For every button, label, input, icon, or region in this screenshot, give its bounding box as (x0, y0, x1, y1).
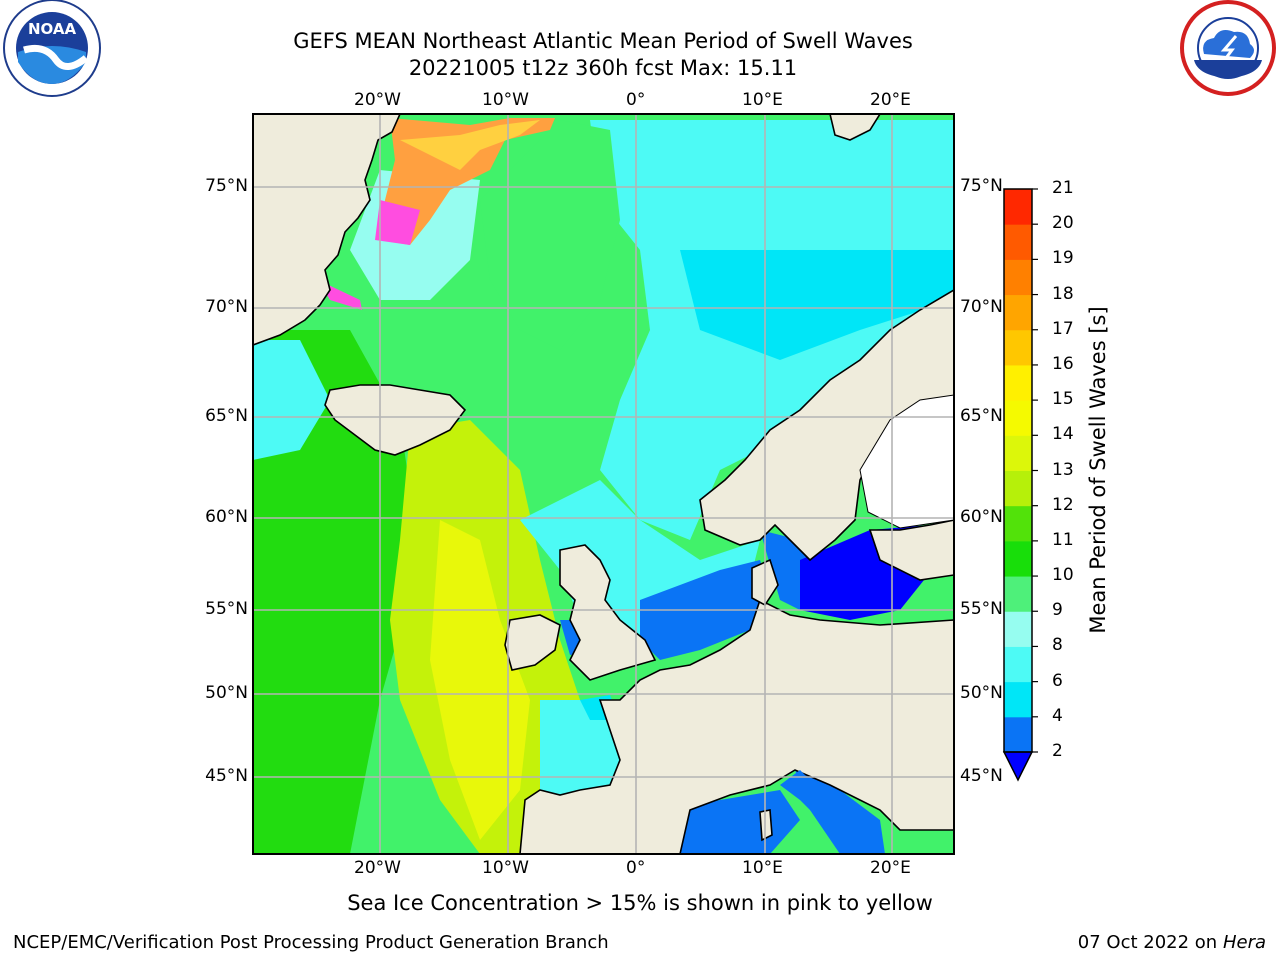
lat-tick-left-65n: 65°N (205, 406, 248, 426)
lat-tick-right-70n: 70°N (960, 297, 1003, 317)
lat-tick-left-45n: 45°N (205, 766, 248, 786)
lat-tick-right-60n: 60°N (960, 507, 1003, 527)
colorbar-tick-label: 2 (1052, 741, 1063, 761)
lat-tick-left-60n: 60°N (205, 507, 248, 527)
colorbar-segment (1004, 470, 1032, 507)
sea-ice-note: Sea Ice Concentration > 15% is shown in … (347, 891, 933, 915)
colorbar-tick-label: 21 (1052, 178, 1074, 198)
colorbar-tick-label: 11 (1052, 529, 1074, 550)
nws-logo (1180, 0, 1276, 96)
noaa-logo-text: NOAA (28, 20, 77, 38)
lat-tick-left-70n: 70°N (205, 297, 248, 317)
colorbar-segment (1004, 611, 1032, 647)
map-gridlines (253, 114, 954, 854)
colorbar-under-triangle (1002, 751, 1034, 782)
lon-tick-top-10w: 10°W (482, 90, 529, 110)
colorbar-tick-label: 13 (1052, 459, 1074, 480)
land-masses (253, 114, 954, 854)
lon-tick-bottom-0: 0° (626, 858, 646, 878)
colorbar-segment (1004, 329, 1032, 366)
colorbar-segment (1004, 681, 1032, 718)
noaa-logo: NOAA (3, 0, 101, 97)
lat-tick-left-55n: 55°N (205, 599, 248, 619)
lat-tick-right-50n: 50°N (960, 683, 1003, 703)
colorbar-tick-label: 4 (1052, 705, 1063, 726)
lat-tick-right-55n: 55°N (960, 599, 1003, 619)
lat-tick-right-65n: 65°N (960, 406, 1003, 426)
colorbar-tick-label: 17 (1052, 318, 1074, 339)
colorbar-tick-label: 15 (1052, 389, 1074, 410)
colorbar (1002, 188, 1038, 782)
colorbar-segment (1004, 646, 1032, 683)
colorbar-segment (1004, 364, 1032, 401)
colorbar-segment (1004, 540, 1032, 577)
chart-title: GEFS MEAN Northeast Atlantic Mean Period… (293, 29, 913, 53)
footer-date: 07 Oct 2022 on Hera (1078, 932, 1266, 953)
colorbar-tick-label: 20 (1052, 213, 1074, 234)
map-frame (252, 113, 955, 855)
colorbar-segment (1004, 224, 1032, 260)
lon-tick-bottom-20e: 20°E (870, 858, 911, 878)
colorbar-segment (1004, 259, 1032, 296)
lon-tick-bottom-20w: 20°W (354, 858, 401, 878)
colorbar-segment (1004, 189, 1032, 225)
colorbar-segment (1004, 400, 1032, 436)
colorbar-tick-label: 16 (1052, 353, 1074, 374)
lon-tick-top-0: 0° (626, 90, 646, 110)
colorbar-segment (1004, 294, 1032, 331)
colorbar-label: Mean Period of Swell Waves [s] (1086, 306, 1110, 633)
lon-tick-top-10e: 10°E (742, 90, 783, 110)
colorbar-tick-label: 10 (1052, 565, 1074, 586)
colorbar-segment (1004, 435, 1032, 471)
lon-tick-bottom-10w: 10°W (482, 858, 529, 878)
colorbar-tick-label: 6 (1052, 670, 1063, 691)
colorbar-tick-label: 9 (1052, 600, 1063, 621)
colorbar-tick-label: 8 (1052, 635, 1063, 656)
lat-tick-right-75n: 75°N (960, 176, 1003, 196)
lat-tick-right-45n: 45°N (960, 766, 1003, 786)
lat-tick-left-75n: 75°N (205, 176, 248, 196)
colorbar-segment (1004, 576, 1032, 612)
colorbar-tick-label: 19 (1052, 248, 1074, 269)
chart-subtitle: 20221005 t12z 360h fcst Max: 15.11 (408, 56, 798, 80)
footer-date-text: 07 Oct 2022 on (1077, 932, 1223, 953)
colorbar-segment (1004, 716, 1032, 753)
footer-host: Hera (1222, 932, 1266, 953)
colorbar-tick-label: 12 (1052, 494, 1074, 515)
lon-tick-top-20e: 20°E (870, 90, 911, 110)
colorbar-tick-label: 14 (1052, 424, 1074, 445)
colorbar-segment (1004, 505, 1032, 542)
lon-tick-top-20w: 20°W (354, 90, 401, 110)
footer-credit: NCEP/EMC/Verification Post Processing Pr… (13, 932, 609, 953)
lat-tick-left-50n: 50°N (205, 683, 248, 703)
colorbar-tick-label: 18 (1052, 283, 1074, 304)
lon-tick-bottom-10e: 10°E (742, 858, 783, 878)
